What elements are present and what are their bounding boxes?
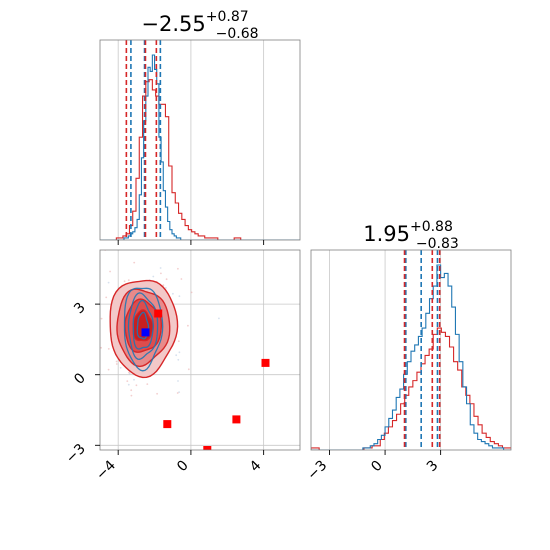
sample-point bbox=[123, 280, 126, 283]
x-tick-label: 3 bbox=[424, 458, 442, 476]
sample-point bbox=[127, 383, 130, 386]
sample-point bbox=[178, 351, 181, 354]
truth-markers bbox=[141, 309, 270, 450]
frame-param1 bbox=[99, 39, 301, 241]
frame-param2 bbox=[310, 249, 512, 451]
y-tick-label: −3 bbox=[63, 441, 89, 467]
contour-line-series-a bbox=[127, 292, 159, 360]
sample-point bbox=[177, 380, 179, 382]
sample-point bbox=[218, 317, 220, 320]
sample-point bbox=[100, 346, 102, 349]
sample-point bbox=[100, 317, 103, 320]
sample-point bbox=[159, 267, 162, 269]
ticks-param2: −3 0 3 bbox=[304, 450, 441, 483]
truth-marker-red bbox=[154, 309, 163, 318]
truth-marker-blue bbox=[141, 328, 150, 337]
sample-point bbox=[92, 423, 94, 425]
y-tick-label: 3 bbox=[71, 300, 89, 318]
sample-point bbox=[107, 368, 110, 371]
sample-point bbox=[146, 383, 149, 385]
quantile-lines-param2 bbox=[403, 250, 441, 450]
histogram-series-a-param2 bbox=[311, 264, 511, 450]
sample-point bbox=[165, 287, 167, 289]
sample-point bbox=[177, 267, 179, 270]
x-tick-label: 4 bbox=[247, 457, 265, 475]
histogram-panel-param2: −3 0 3 bbox=[304, 249, 512, 483]
sample-point bbox=[105, 296, 108, 299]
truth-marker-red bbox=[261, 358, 270, 367]
hist-group-param2 bbox=[311, 264, 511, 450]
sample-point bbox=[176, 392, 179, 394]
histogram-series-a-param1 bbox=[100, 54, 300, 240]
contour-line-series-a bbox=[132, 299, 154, 350]
x-tick-label: −3 bbox=[304, 458, 330, 484]
truth-marker-red bbox=[163, 420, 172, 429]
histogram-series-b-param2 bbox=[311, 327, 511, 450]
title-param2: 1.95+0.88 −0.83 bbox=[363, 219, 459, 252]
contour-line-series-a bbox=[136, 311, 150, 340]
truth-marker-red bbox=[203, 446, 212, 450]
sample-point bbox=[177, 340, 180, 343]
sample-point bbox=[133, 378, 135, 381]
sample-point bbox=[165, 278, 168, 281]
frame-joint bbox=[99, 249, 301, 451]
sample-point bbox=[160, 272, 162, 275]
sample-point bbox=[177, 358, 180, 361]
sample-point bbox=[187, 324, 189, 327]
histogram-series-b-param1 bbox=[100, 79, 300, 240]
sample-point bbox=[119, 366, 122, 369]
title-param1: −2.55+0.87 −0.68 bbox=[141, 9, 258, 42]
sample-point bbox=[175, 354, 178, 357]
joint-panel: −4 0 4 −3 0 3 bbox=[63, 245, 301, 483]
sample-point bbox=[130, 394, 133, 397]
sample-point bbox=[109, 270, 111, 273]
sample-point bbox=[107, 348, 110, 350]
sample-point bbox=[178, 295, 181, 298]
histogram-panel-param1 bbox=[99, 39, 301, 245]
sample-point bbox=[127, 279, 130, 281]
grid-param1 bbox=[117, 40, 265, 240]
contours bbox=[109, 279, 179, 379]
sample-point bbox=[187, 368, 190, 371]
sample-point bbox=[115, 363, 118, 365]
sample-point bbox=[156, 392, 159, 395]
truth-marker-red bbox=[232, 415, 241, 424]
sample-point bbox=[178, 391, 181, 393]
sample-point bbox=[128, 372, 131, 375]
sample-point bbox=[162, 284, 165, 287]
contour-line-series-a bbox=[123, 287, 164, 372]
sample-point bbox=[107, 281, 110, 284]
sample-point bbox=[135, 384, 138, 387]
sample-point bbox=[133, 261, 136, 264]
sample-point bbox=[180, 278, 183, 280]
y-tick-label: 0 bbox=[71, 370, 89, 388]
quantile-lines-param1 bbox=[125, 40, 162, 240]
x-tick-label: 0 bbox=[368, 458, 386, 476]
x-tick-label: 0 bbox=[174, 458, 192, 476]
sample-point bbox=[152, 275, 155, 278]
x-tick-label: −4 bbox=[93, 457, 119, 483]
sample-point bbox=[115, 360, 118, 363]
sample-point bbox=[149, 245, 151, 247]
hist-group-param1 bbox=[100, 54, 300, 240]
sample-point bbox=[130, 389, 133, 392]
sample-point bbox=[126, 380, 129, 382]
sample-point bbox=[190, 291, 193, 294]
sample-point bbox=[172, 292, 174, 295]
ticks-param1 bbox=[117, 240, 265, 245]
grid-param2 bbox=[329, 250, 442, 450]
